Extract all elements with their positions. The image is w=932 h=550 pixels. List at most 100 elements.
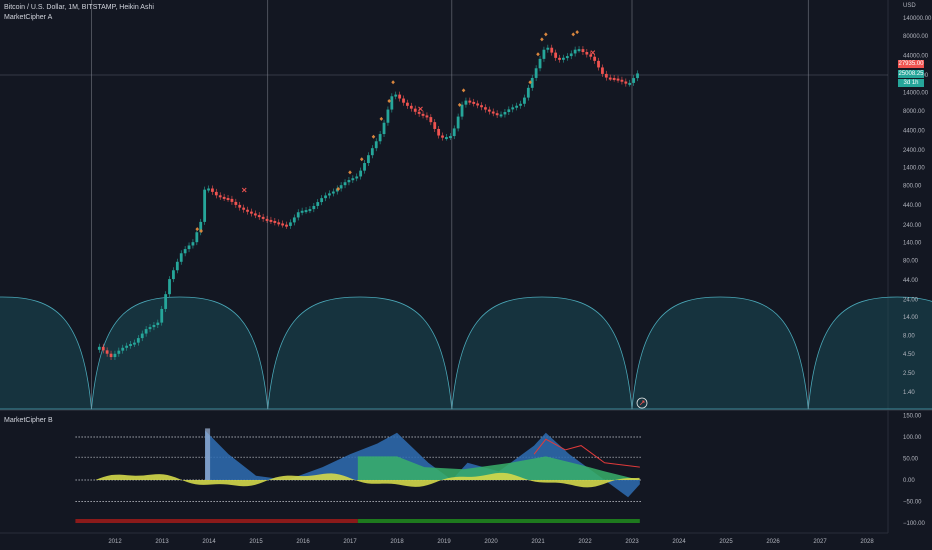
open-price-tag: 25008.25 [898,70,924,78]
candle-body [226,198,230,201]
year-tick-label: 2020 [484,539,498,545]
price-tick-label: 2400.00 [903,148,925,154]
year-tick-label: 2025 [719,539,733,545]
cycle-arcs [0,296,932,410]
candle-body [355,176,359,179]
symbol-title[interactable]: Bitcoin / U.S. Dollar, 1M, BITSTAMP, Hei… [4,4,154,11]
year-tick-label: 2028 [860,539,874,545]
price-tick-label: 1400.00 [903,165,925,171]
candle-body [507,109,511,113]
candle-body [604,73,608,78]
candle-body [335,188,339,192]
cycle-arc [267,296,453,410]
year-tick-label: 2012 [108,539,122,545]
candle-body [577,49,581,52]
x-signal-marker [590,50,596,55]
price-tick-label: 80.00 [903,259,919,265]
cycle-arc [91,296,269,410]
price-tick-label: 14.00 [903,315,919,321]
osc-tick-label: 0.00 [903,478,915,484]
candle-body [406,102,409,106]
time-axis[interactable]: 2012 2013 2014 2015 2016 2017 2018 2019 2020 2021… [108,539,874,545]
candle-body [370,148,374,156]
candle-body [113,353,117,358]
candle-body [175,261,179,271]
candle-body [448,136,452,139]
cycle-arc [451,296,633,410]
candle-body [597,60,600,68]
year-tick-label: 2022 [578,539,592,545]
candle-body [480,105,483,108]
oscillator-waves [75,428,642,523]
price-tick-label: 44.00 [903,278,919,284]
candle-body [569,53,573,57]
cycle-arc [0,296,92,410]
diamond-signal-marker [575,30,579,35]
candle-body [417,111,421,114]
candle-body [328,193,331,196]
candle-body [152,324,156,328]
indicator-b-label[interactable]: MarketCipher B [4,417,53,424]
candle-body [179,253,183,262]
candle-body [144,329,148,334]
candle-body [565,56,569,59]
candle-body [347,180,351,183]
candle-body [394,94,398,97]
candle-body [308,209,312,212]
diamond-signal-marker [536,52,540,57]
indicator-a-label[interactable]: MarketCipher A [4,14,53,21]
candle-body [168,279,171,295]
price-tick-label: 80000.00 [903,34,929,40]
candle-body [581,49,585,53]
candle-body [199,221,203,233]
candle-body [281,223,285,226]
candle-body [484,107,487,110]
candle-body [409,105,413,109]
diamond-signal-marker [540,37,544,42]
candle-body [464,100,468,105]
candle-body [437,128,441,136]
price-tick-label: 440.00 [903,203,922,209]
candle-body [117,350,121,354]
candle-body [601,67,604,74]
candle-body [519,103,522,106]
candle-body [398,94,402,99]
candle-body [441,135,444,138]
candle-body [183,249,187,254]
candle-body [296,212,300,218]
candle-body [339,185,343,189]
candle-body [246,209,249,212]
countdown-tag: 3d 1h [898,79,924,87]
candle-body [636,73,639,79]
year-tick-label: 2024 [672,539,686,545]
candle-body [573,49,577,54]
candle-body [367,155,370,164]
year-tick-label: 2017 [343,539,357,545]
osc-highlight-bar [205,428,211,480]
candle-body [511,107,515,110]
candle-body [195,232,199,243]
candle-body [187,245,191,250]
candle-body [382,122,386,135]
candle-body [300,210,304,213]
candle-body [277,222,281,225]
candle-body [558,57,561,60]
candle-body [523,97,526,104]
candle-body [585,52,589,55]
candle-body [554,52,558,58]
candle-body [133,342,136,345]
price-tick-label: 14000.00 [903,91,929,97]
candle-body [620,79,624,82]
year-tick-label: 2016 [296,539,310,545]
price-tick-label: 800.00 [903,184,922,190]
candle-body [160,308,164,323]
candle-body [534,68,538,78]
price-tick-label: 2.50 [903,371,915,377]
candle-body [136,338,140,343]
oscillator-axis[interactable]: 150.00 100.00 50.00 0.00 −50.00 −100.00 [903,414,926,528]
bar-replay-icon[interactable] [636,397,648,409]
diamond-signal-marker [371,134,376,139]
year-tick-label: 2023 [625,539,639,545]
currency-label[interactable]: USD [903,3,916,9]
